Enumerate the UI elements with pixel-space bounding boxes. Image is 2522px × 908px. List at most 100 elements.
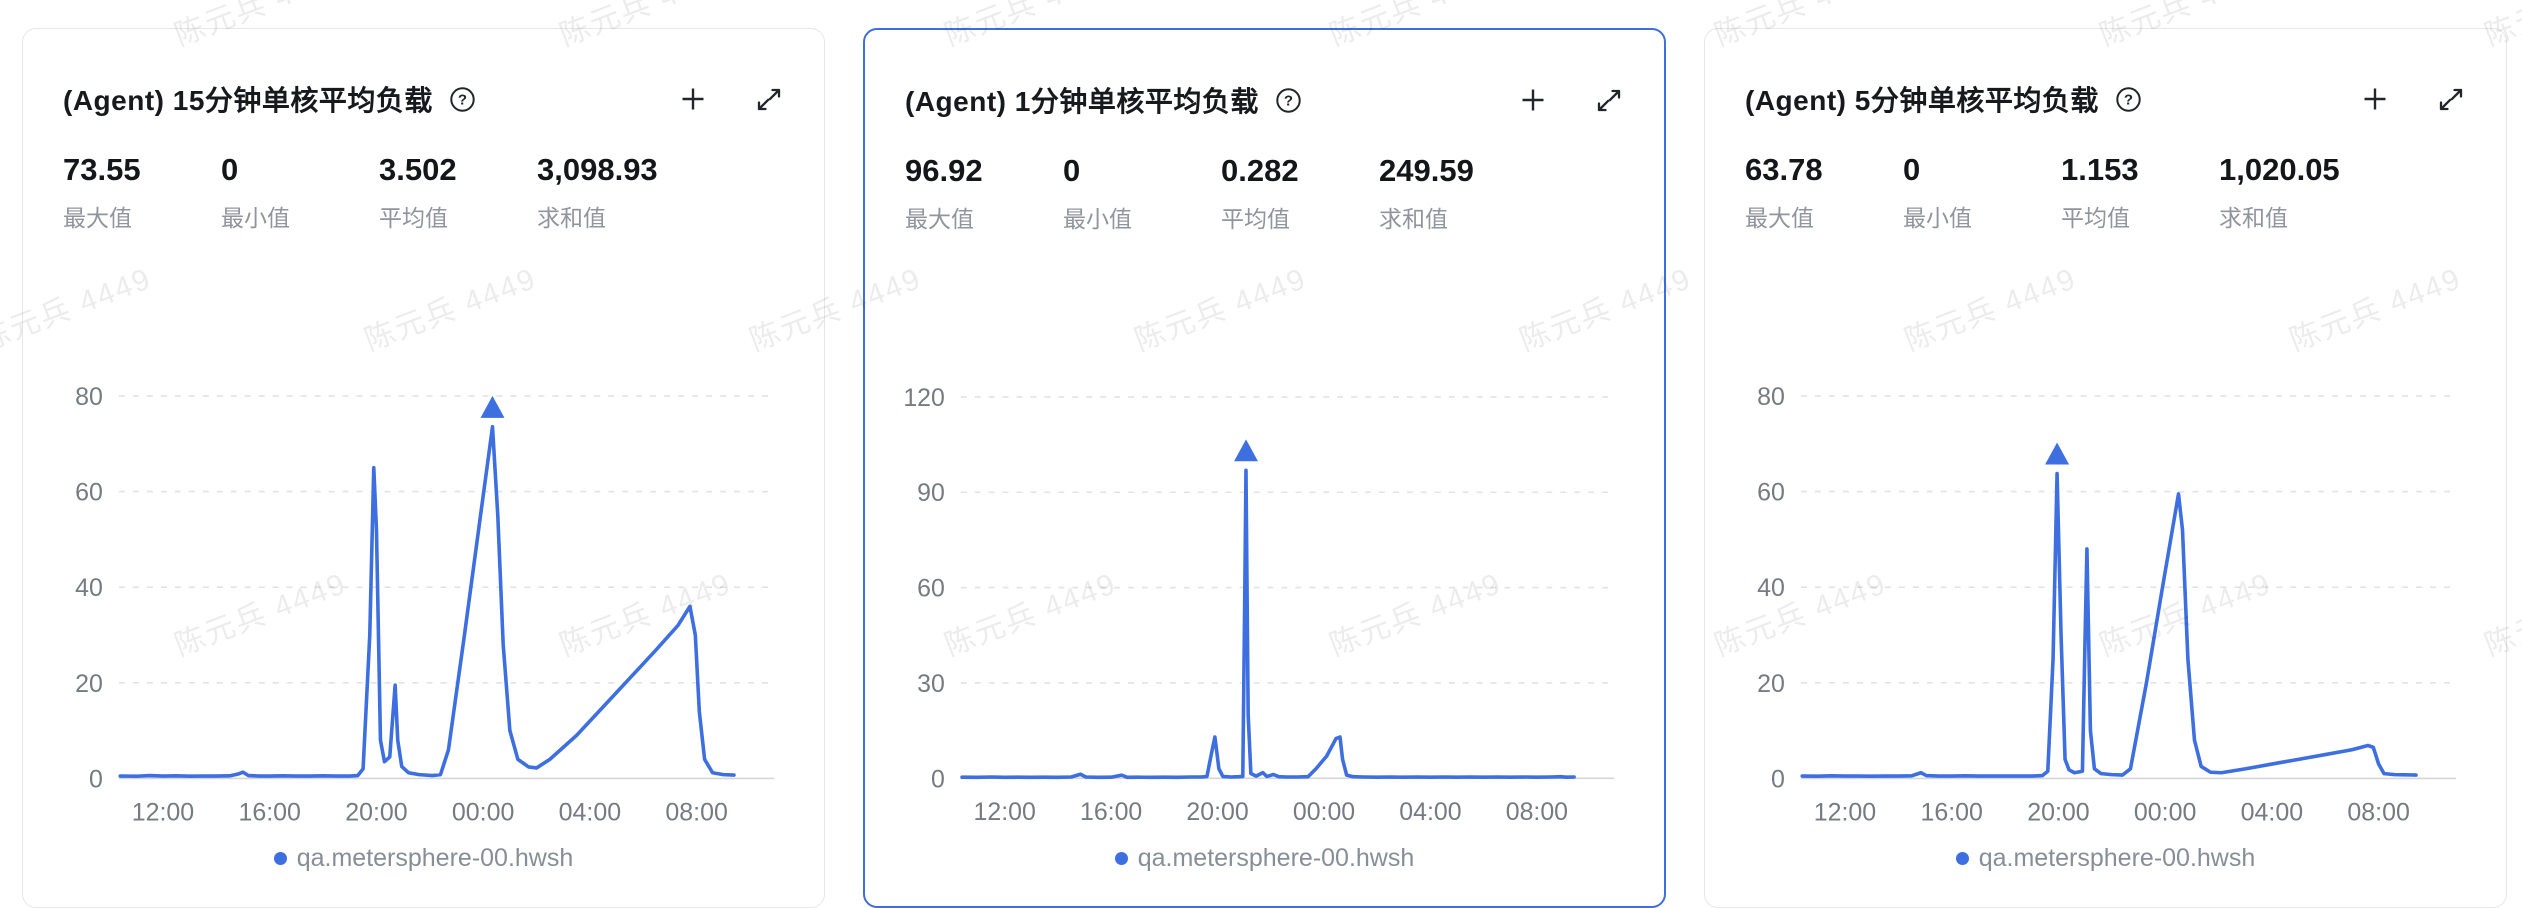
svg-text:00:00: 00:00 <box>1293 798 1355 826</box>
add-chart-button[interactable] <box>678 84 708 114</box>
stat-value: 0 <box>221 152 239 187</box>
stat-label: 求和值 <box>537 205 606 232</box>
svg-text:08:00: 08:00 <box>2347 798 2409 826</box>
legend-label: qa.metersphere-00.hwsh <box>1137 844 1415 873</box>
chart-card-15min[interactable]: (Agent) 15分钟单核平均负载 ? 73.55 最大值 0 最小值 3.502… <box>22 28 825 908</box>
card-header: (Agent) 1分钟单核平均负载 ? <box>905 80 1624 120</box>
svg-text:20:00: 20:00 <box>345 798 407 826</box>
chart-card-1min[interactable]: (Agent) 1分钟单核平均负载 ? 96.92 最大值 0 最小值 0.282 平… <box>863 28 1666 908</box>
stats-row: 96.92 最大值 0 最小值 0.282 平均值 249.59 求和值 <box>905 153 1624 234</box>
stat-label: 最大值 <box>1745 205 1814 232</box>
stat-label: 最小值 <box>221 205 290 232</box>
chart-card-5min[interactable]: (Agent) 5分钟单核平均负载 ? 63.78 最大值 0 最小值 1.153 平… <box>1704 28 2507 908</box>
svg-text:0: 0 <box>1771 766 1785 794</box>
expand-chart-button[interactable] <box>2436 84 2466 114</box>
stat-max: 63.78 最大值 <box>1745 152 1903 233</box>
stat-label: 平均值 <box>1221 206 1290 233</box>
stat-value: 0 <box>1903 152 1921 187</box>
stat-sum: 1,020.05 求和值 <box>2219 152 2340 233</box>
svg-text:60: 60 <box>1757 479 1785 507</box>
svg-text:04:00: 04:00 <box>2241 798 2303 826</box>
svg-text:04:00: 04:00 <box>559 798 621 826</box>
svg-text:20: 20 <box>1757 670 1785 698</box>
stat-label: 平均值 <box>2061 205 2130 232</box>
svg-text:08:00: 08:00 <box>665 798 727 826</box>
line-chart[interactable]: 0 20 40 60 80 12:00 16:00 20:00 00:00 04:00 08:00 <box>63 371 784 840</box>
stats-row: 73.55 最大值 0 最小值 3.502 平均值 3,098.93 求和值 <box>63 152 784 233</box>
help-icon[interactable]: ? <box>1275 87 1302 114</box>
stat-avg: 1.153 平均值 <box>2061 152 2219 233</box>
svg-text:60: 60 <box>75 479 103 507</box>
legend-item[interactable]: qa.metersphere-00.hwsh <box>1745 844 2466 873</box>
svg-text:08:00: 08:00 <box>1506 798 1568 826</box>
stat-avg: 3.502 平均值 <box>379 152 537 233</box>
stat-value: 63.78 <box>1745 152 1823 187</box>
stats-row: 63.78 最大值 0 最小值 1.153 平均值 1,020.05 求和值 <box>1745 152 2466 233</box>
stat-value: 0 <box>1063 153 1081 188</box>
card-title: (Agent) 1分钟单核平均负载 <box>905 86 1259 117</box>
svg-text:30: 30 <box>917 670 945 698</box>
add-chart-button[interactable] <box>2360 84 2390 114</box>
stat-min: 0 最小值 <box>1063 153 1221 234</box>
card-header: (Agent) 15分钟单核平均负载 ? <box>63 79 784 119</box>
svg-text:20:00: 20:00 <box>2027 798 2089 826</box>
svg-text:16:00: 16:00 <box>1920 798 1982 826</box>
help-icon[interactable]: ? <box>449 86 476 113</box>
stat-value: 3,098.93 <box>537 152 658 187</box>
stat-label: 最小值 <box>1903 205 1972 232</box>
svg-text:60: 60 <box>917 575 945 603</box>
stat-value: 249.59 <box>1379 153 1474 188</box>
legend-item[interactable]: qa.metersphere-00.hwsh <box>63 844 784 873</box>
stat-min: 0 最小值 <box>221 152 379 233</box>
series-dot-icon <box>273 852 287 866</box>
legend-item[interactable]: qa.metersphere-00.hwsh <box>905 844 1624 873</box>
svg-text:00:00: 00:00 <box>452 798 514 826</box>
stat-label: 最大值 <box>905 206 974 233</box>
svg-text:20:00: 20:00 <box>1186 798 1248 826</box>
line-chart[interactable]: 0 20 40 60 80 12:00 16:00 20:00 00:00 04:00 08:00 <box>1745 371 2466 840</box>
svg-text:12:00: 12:00 <box>1814 798 1876 826</box>
stat-max: 73.55 最大值 <box>63 152 221 233</box>
line-chart[interactable]: 0 30 60 90 120 12:00 16:00 20:00 00:00 04:00 08:00 <box>905 372 1624 840</box>
stat-avg: 0.282 平均值 <box>1221 153 1379 234</box>
stat-value: 1.153 <box>2061 152 2139 187</box>
stat-value: 3.502 <box>379 152 457 187</box>
card-title: (Agent) 5分钟单核平均负载 <box>1745 85 2099 116</box>
series-dot-icon <box>1955 852 1969 866</box>
svg-text:0: 0 <box>89 766 103 794</box>
stat-label: 求和值 <box>1379 206 1448 233</box>
help-icon[interactable]: ? <box>2115 86 2142 113</box>
stat-label: 最小值 <box>1063 206 1132 233</box>
svg-text:?: ? <box>2124 91 2133 108</box>
expand-chart-button[interactable] <box>1594 85 1624 115</box>
stat-min: 0 最小值 <box>1903 152 2061 233</box>
stat-sum: 249.59 求和值 <box>1379 153 1474 234</box>
legend-label: qa.metersphere-00.hwsh <box>296 844 574 873</box>
svg-text:16:00: 16:00 <box>1080 798 1142 826</box>
stat-value: 1,020.05 <box>2219 152 2340 187</box>
svg-text:?: ? <box>458 91 467 108</box>
stat-value: 73.55 <box>63 152 141 187</box>
svg-text:16:00: 16:00 <box>238 798 300 826</box>
svg-text:12:00: 12:00 <box>974 798 1036 826</box>
svg-text:04:00: 04:00 <box>1399 798 1461 826</box>
svg-text:120: 120 <box>905 384 945 412</box>
svg-text:40: 40 <box>1757 574 1785 602</box>
svg-text:90: 90 <box>917 479 945 507</box>
stat-value: 96.92 <box>905 153 983 188</box>
svg-text:80: 80 <box>75 383 103 411</box>
legend-label: qa.metersphere-00.hwsh <box>1978 844 2256 873</box>
svg-text:?: ? <box>1284 92 1293 109</box>
stat-label: 最大值 <box>63 205 132 232</box>
stat-label: 求和值 <box>2219 205 2288 232</box>
stat-label: 平均值 <box>379 205 448 232</box>
svg-text:00:00: 00:00 <box>2134 798 2196 826</box>
stat-value: 0.282 <box>1221 153 1299 188</box>
expand-chart-button[interactable] <box>754 84 784 114</box>
stat-max: 96.92 最大值 <box>905 153 1063 234</box>
add-chart-button[interactable] <box>1518 85 1548 115</box>
card-header: (Agent) 5分钟单核平均负载 ? <box>1745 79 2466 119</box>
svg-text:0: 0 <box>931 765 945 793</box>
svg-text:20: 20 <box>75 670 103 698</box>
